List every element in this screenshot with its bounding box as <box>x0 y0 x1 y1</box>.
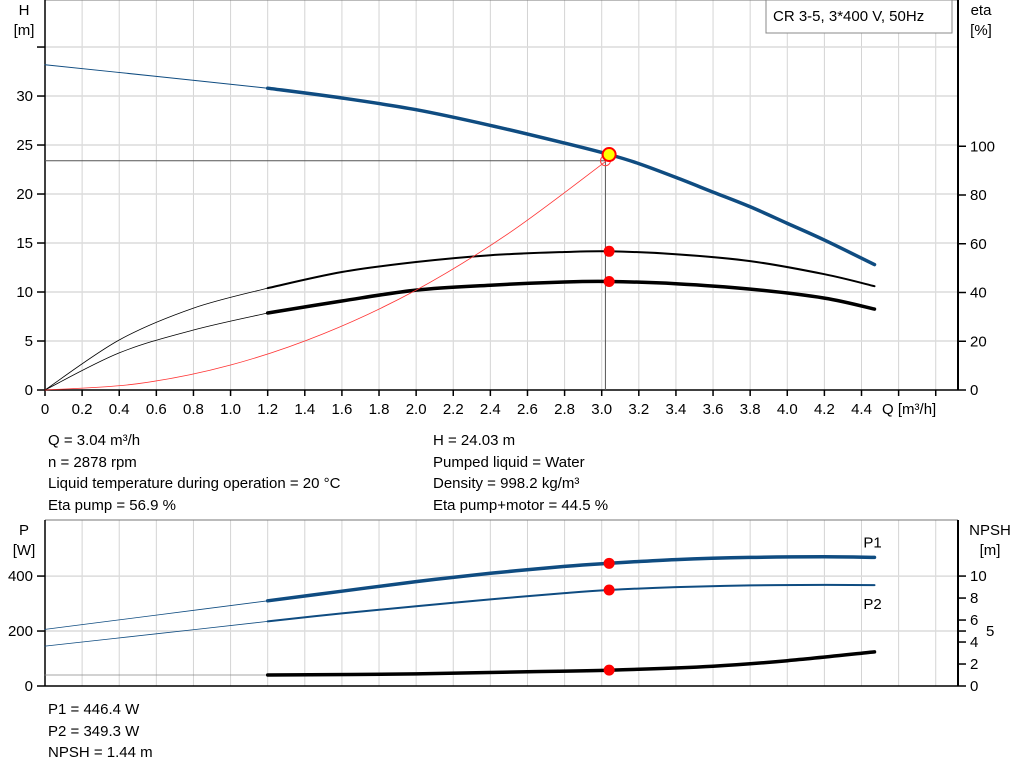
x-tick-label: 3.6 <box>703 401 724 418</box>
curve-system <box>44 161 606 391</box>
left-tick-label: 25 <box>16 137 33 154</box>
info-temperature: Liquid temperature during operation = 20… <box>48 475 341 492</box>
eta-pump-marker <box>603 245 615 257</box>
right-axis-title: eta <box>971 2 993 19</box>
label-P1: P1 <box>863 534 881 551</box>
p2-marker <box>603 584 615 596</box>
left-axis-title: H <box>19 2 30 19</box>
x-tick-label: 4.0 <box>777 401 798 418</box>
info-p1: P1 = 446.4 W <box>48 701 140 718</box>
info-npsh: NPSH = 1.44 m <box>48 744 153 761</box>
x-tick-label: 4.2 <box>814 401 835 418</box>
right-tick-label: 80 <box>970 187 987 204</box>
x-tick-label: 1.4 <box>294 401 315 418</box>
left-tick-label: 10 <box>16 284 33 301</box>
right-tick-label: 0 <box>970 678 978 695</box>
x-tick-label: 1.6 <box>331 401 352 418</box>
info-speed: n = 2878 rpm <box>48 453 137 471</box>
right-tick-label: 10 <box>970 568 987 585</box>
right-tick-label: 100 <box>970 138 995 155</box>
right-axis-unit: [%] <box>970 22 992 39</box>
x-tick-label: 3.0 <box>591 401 612 418</box>
left-tick-label: 0 <box>25 382 33 399</box>
npsh-marker <box>603 664 615 676</box>
info-head: H = 24.03 m <box>433 432 516 449</box>
left-axis-title: P <box>19 522 29 539</box>
left-tick-label: 5 <box>25 333 33 350</box>
x-tick-label: 0.6 <box>146 401 167 418</box>
info-eta-total: Eta pump+motor = 44.5 % <box>433 496 609 514</box>
x-tick-label: 3.4 <box>666 401 687 418</box>
curve-P1_ext <box>44 600 269 630</box>
info-density: Density = 998.2 kg/m³ <box>433 475 580 492</box>
title-box-text: CR 3-5, 3*400 V, 50Hz <box>773 8 924 25</box>
info-right: H = 24.03 m Pumped liquid = Water Densit… <box>433 430 608 516</box>
right-tick-label: 20 <box>970 333 987 350</box>
right-tick-label: 4 <box>970 634 978 651</box>
info-left: Q = 3.04 m³/h n = 2878 rpm Liquid temper… <box>48 430 340 516</box>
curve-NPSH <box>265 650 877 677</box>
curve-P2_ext <box>44 621 269 647</box>
p1-marker <box>603 557 615 569</box>
curve-eta_total <box>265 279 877 315</box>
curve-eta_pump <box>266 250 876 290</box>
operating-point-marker <box>601 147 617 163</box>
left-tick-label: 0 <box>25 678 33 695</box>
x-tick-label: 0.8 <box>183 401 204 418</box>
x-axis-title: Q [m³/h] <box>882 401 936 418</box>
right-axis-title: NPSH <box>969 522 1011 539</box>
curve-P2 <box>266 583 876 623</box>
right-tick-label: 60 <box>970 236 987 253</box>
curve-H <box>265 86 877 267</box>
right-axis-unit: [m] <box>980 542 1001 559</box>
right-tick-label: 40 <box>970 285 987 302</box>
left-tick-label: 20 <box>16 186 33 203</box>
head-efficiency-panel: 0 5 10 15 20 25 30 0 20 40 60 80 100 H [m] eta [%] 0 0.2 0.… <box>14 0 995 418</box>
x-tick-label: 1.8 <box>369 401 390 418</box>
curve-eta_pump_ext <box>44 287 269 391</box>
x-tick-label: 0.4 <box>109 401 130 418</box>
right-tick-label: 6 <box>970 612 978 629</box>
x-tick-label: 3.2 <box>628 401 649 418</box>
left-tick-label: 30 <box>16 88 33 105</box>
x-tick-label: 2.4 <box>480 401 501 418</box>
x-tick-label: 0 <box>41 401 49 418</box>
x-tick-label: 3.8 <box>740 401 761 418</box>
label-P2: P2 <box>863 596 881 613</box>
info-flow: Q = 3.04 m³/h <box>48 432 141 449</box>
left-tick-label: 15 <box>16 235 33 252</box>
x-tick-label: 4.4 <box>851 401 872 418</box>
left-tick-label: 400 <box>8 568 33 585</box>
info-bottom: P1 = 446.4 W P2 = 349.3 W NPSH = 1.44 m <box>48 699 153 764</box>
x-tick-label: 2.0 <box>406 401 427 418</box>
x-tick-label: 2.2 <box>443 401 464 418</box>
left-tick-label: 200 <box>8 623 33 640</box>
left-axis-unit: [W] <box>13 542 36 559</box>
x-tick-label: 2.8 <box>554 401 575 418</box>
left-axis-unit: [m] <box>14 22 35 39</box>
power-npsh-panel: 0 200 400 0 2 456 8 10 P [W] NPSH [m] P1 P2 <box>8 519 1011 695</box>
x-tick-label: 2.6 <box>517 401 538 418</box>
right-tick-label: 5 <box>986 623 994 640</box>
right-tick-label: 8 <box>970 590 978 607</box>
curve-P1 <box>265 555 877 603</box>
eta-total-marker <box>603 276 615 288</box>
x-tick-label: 1.0 <box>220 401 241 418</box>
right-tick-label: 0 <box>970 382 978 399</box>
curve-H_ext <box>44 64 269 89</box>
info-p2: P2 = 349.3 W <box>48 722 140 740</box>
title-box <box>765 0 953 34</box>
x-tick-label: 0.2 <box>72 401 93 418</box>
info-liquid: Pumped liquid = Water <box>433 453 585 471</box>
curve-eta_total_ext <box>44 312 269 391</box>
info-eta-pump: Eta pump = 56.9 % <box>48 496 176 514</box>
right-tick-label: 2 <box>970 656 978 673</box>
x-tick-label: 1.2 <box>257 401 278 418</box>
